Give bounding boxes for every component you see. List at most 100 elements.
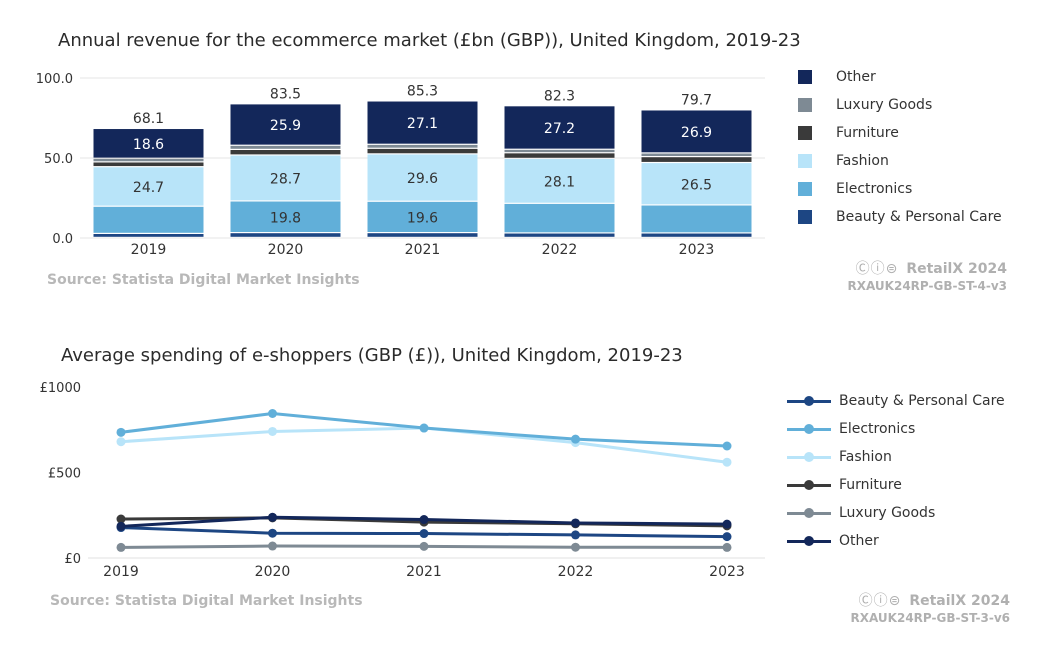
- bar-value-label: 24.7: [133, 180, 164, 196]
- data-point-electronics: [571, 434, 580, 444]
- bar-segment-electronics: [641, 205, 752, 233]
- legend-item-furniture: Furniture: [798, 119, 1002, 147]
- bar-value-label: 27.2: [544, 121, 575, 137]
- revenue-legend: Other Luxury Goods Furniture Fashion Electro…: [798, 63, 1002, 231]
- bar-segment-luxury-goods: [93, 158, 204, 162]
- bar-value-label: 19.6: [407, 211, 438, 227]
- legend-label: Beauty & Personal Care: [839, 393, 1005, 409]
- bar-segment-electronics: [367, 201, 478, 232]
- bar-value-label: 26.5: [681, 177, 712, 193]
- legend-item-electronics: Electronics: [787, 415, 1005, 443]
- bar-total-label: 83.5: [270, 86, 301, 102]
- x-tick-label: 2023: [709, 564, 745, 580]
- bar-value-label: 25.9: [270, 118, 301, 134]
- y-tick-label: £0: [64, 552, 81, 567]
- legend-line-swatch: [787, 506, 831, 520]
- revenue-bar-chart: 0.0 50.0 100.0 24.7 18.6 68.1 2019 19.8 28.7 25.9…: [36, 72, 765, 258]
- bar-segment-furniture: [504, 153, 615, 158]
- bar-segment-other: [93, 129, 204, 158]
- legend-item-beauty-and-personal-care: Beauty & Personal Care: [787, 387, 1005, 415]
- legend-label: Luxury Goods: [839, 505, 936, 521]
- x-tick-label: 2022: [542, 242, 578, 258]
- bar-segment-electronics: [230, 201, 341, 232]
- creative-commons-icon: Ⓒⓘ⊜: [855, 261, 899, 277]
- bar-segment-furniture: [93, 162, 204, 167]
- bar-value-label: 18.6: [133, 137, 164, 153]
- revenue-chart-title: Annual revenue for the ecommerce market …: [58, 30, 801, 51]
- bar-segment-fashion: [230, 155, 341, 201]
- spending-chart-title: Average spending of e-shoppers (GBP (£))…: [61, 345, 683, 366]
- bar-segment-luxury-goods: [230, 145, 341, 149]
- data-point-other: [268, 512, 277, 522]
- legend-item-luxury-goods: Luxury Goods: [787, 499, 1005, 527]
- bar-segment-beauty-and-personal-care: [93, 234, 204, 237]
- data-point-luxury-goods: [268, 541, 277, 551]
- y-tick-label: 0.0: [52, 232, 73, 247]
- data-point-beauty-and-personal-care: [571, 530, 580, 540]
- data-point-furniture: [116, 514, 126, 524]
- bar-value-label: 26.9: [681, 125, 712, 141]
- legend-line-swatch: [787, 450, 831, 464]
- spending-legend: Beauty & Personal Care Electronics Fashion…: [787, 387, 1005, 555]
- bar-segment-electronics: [504, 203, 615, 233]
- legend-line-swatch: [787, 478, 831, 492]
- spending-brand: Ⓒⓘ⊜ RetailX 2024: [859, 590, 1010, 610]
- data-point-electronics: [419, 423, 429, 433]
- revenue-chart-code: RXAUK24RP-GB-ST-4-v3: [847, 279, 1007, 293]
- y-tick-label: £1000: [40, 381, 81, 396]
- legend-item-furniture: Furniture: [787, 471, 1005, 499]
- data-point-other: [116, 521, 126, 531]
- revenue-source: Source: Statista Digital Market Insights: [47, 272, 360, 288]
- revenue-brand-text: RetailX 2024: [906, 261, 1007, 277]
- bar-segment-luxury-goods: [367, 144, 478, 148]
- data-point-luxury-goods: [571, 542, 580, 552]
- legend-swatch: [798, 126, 812, 140]
- bar-segment-furniture: [230, 150, 341, 155]
- bar-segment-beauty-and-personal-care: [230, 233, 341, 237]
- bar-total-label: 82.3: [544, 88, 575, 104]
- legend-line-swatch: [787, 534, 831, 548]
- creative-commons-icon: Ⓒⓘ⊜: [858, 593, 902, 609]
- legend-item-electronics: Electronics: [798, 175, 1002, 203]
- bar-segment-furniture: [367, 148, 478, 154]
- bar-segment-beauty-and-personal-care: [504, 233, 615, 237]
- data-point-fashion: [116, 437, 126, 447]
- bar-segment-other: [230, 104, 341, 145]
- bar-segment-beauty-and-personal-care: [367, 233, 478, 237]
- legend-label: Furniture: [839, 477, 902, 493]
- data-point-fashion: [268, 426, 277, 436]
- data-point-electronics: [268, 409, 277, 419]
- data-point-fashion: [722, 457, 732, 467]
- x-tick-label: 2021: [406, 564, 442, 580]
- legend-swatch: [798, 154, 812, 168]
- bar-segment-fashion: [93, 167, 204, 206]
- bar-segment-fashion: [641, 163, 752, 205]
- x-tick-label: 2019: [131, 242, 167, 258]
- y-tick-label: 50.0: [44, 152, 73, 167]
- legend-item-fashion: Fashion: [798, 147, 1002, 175]
- legend-item-beauty-and-personal-care: Beauty & Personal Care: [798, 203, 1002, 231]
- data-point-other: [419, 515, 429, 525]
- y-tick-label: £500: [48, 467, 81, 482]
- bar-segment-beauty-and-personal-care: [641, 233, 752, 237]
- bar-segment-luxury-goods: [504, 149, 615, 153]
- legend-label: Luxury Goods: [836, 97, 933, 113]
- bar-value-label: 27.1: [407, 116, 438, 132]
- legend-label: Electronics: [839, 421, 916, 437]
- x-tick-label: 2020: [268, 242, 304, 258]
- legend-swatch: [798, 98, 812, 112]
- bar-total-label: 79.7: [681, 92, 712, 108]
- legend-swatch: [798, 182, 812, 196]
- legend-label: Fashion: [836, 153, 889, 169]
- bar-segment-fashion: [367, 154, 478, 201]
- data-point-other: [722, 519, 732, 529]
- bar-segment-furniture: [641, 157, 752, 162]
- legend-line-swatch: [787, 422, 831, 436]
- data-point-other: [571, 518, 580, 528]
- bar-segment-luxury-goods: [641, 153, 752, 156]
- data-point-electronics: [116, 427, 126, 437]
- data-point-beauty-and-personal-care: [268, 528, 277, 538]
- data-point-beauty-and-personal-care: [419, 529, 429, 539]
- bar-segment-electronics: [93, 206, 204, 233]
